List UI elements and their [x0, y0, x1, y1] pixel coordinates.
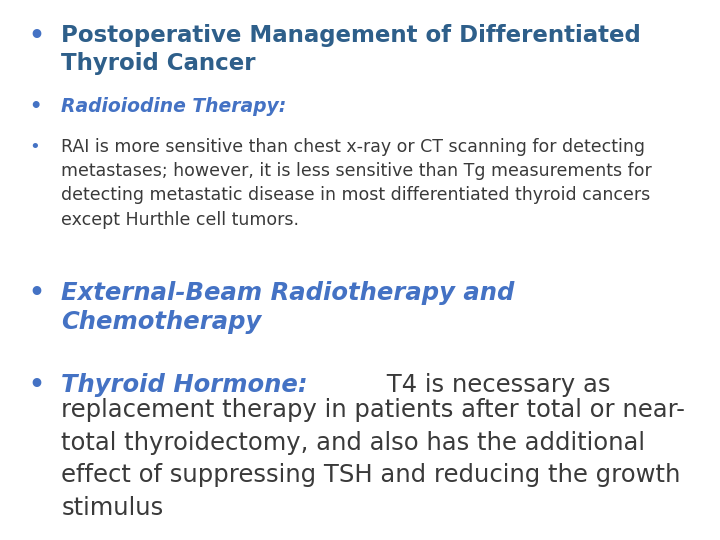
- Text: replacement therapy in patients after total or near-
total thyroidectomy, and al: replacement therapy in patients after to…: [61, 398, 685, 519]
- Text: •: •: [29, 97, 41, 116]
- Text: Radioiodine Therapy:: Radioiodine Therapy:: [61, 97, 287, 116]
- Text: •: •: [29, 138, 40, 156]
- Text: RAI is more sensitive than chest x-ray or CT scanning for detecting
metastases; : RAI is more sensitive than chest x-ray o…: [61, 138, 652, 228]
- Text: •: •: [29, 373, 45, 396]
- Text: •: •: [29, 24, 45, 48]
- Text: External-Beam Radiotherapy and
Chemotherapy: External-Beam Radiotherapy and Chemother…: [61, 281, 515, 334]
- Text: T4 is necessary as: T4 is necessary as: [379, 373, 611, 396]
- Text: Thyroid Hormone:: Thyroid Hormone:: [61, 373, 308, 396]
- Text: Postoperative Management of Differentiated
Thyroid Cancer: Postoperative Management of Differentiat…: [61, 24, 641, 75]
- Text: •: •: [29, 281, 45, 305]
